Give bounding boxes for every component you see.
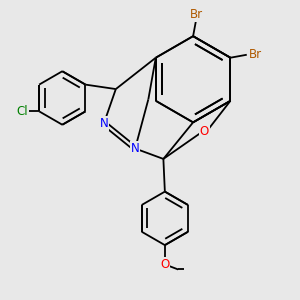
Text: O: O	[200, 125, 209, 138]
Text: Br: Br	[249, 48, 262, 61]
Text: N: N	[100, 117, 108, 130]
Text: N: N	[131, 142, 140, 155]
Text: Br: Br	[190, 8, 202, 21]
Text: O: O	[160, 258, 170, 271]
Text: Cl: Cl	[16, 105, 28, 118]
